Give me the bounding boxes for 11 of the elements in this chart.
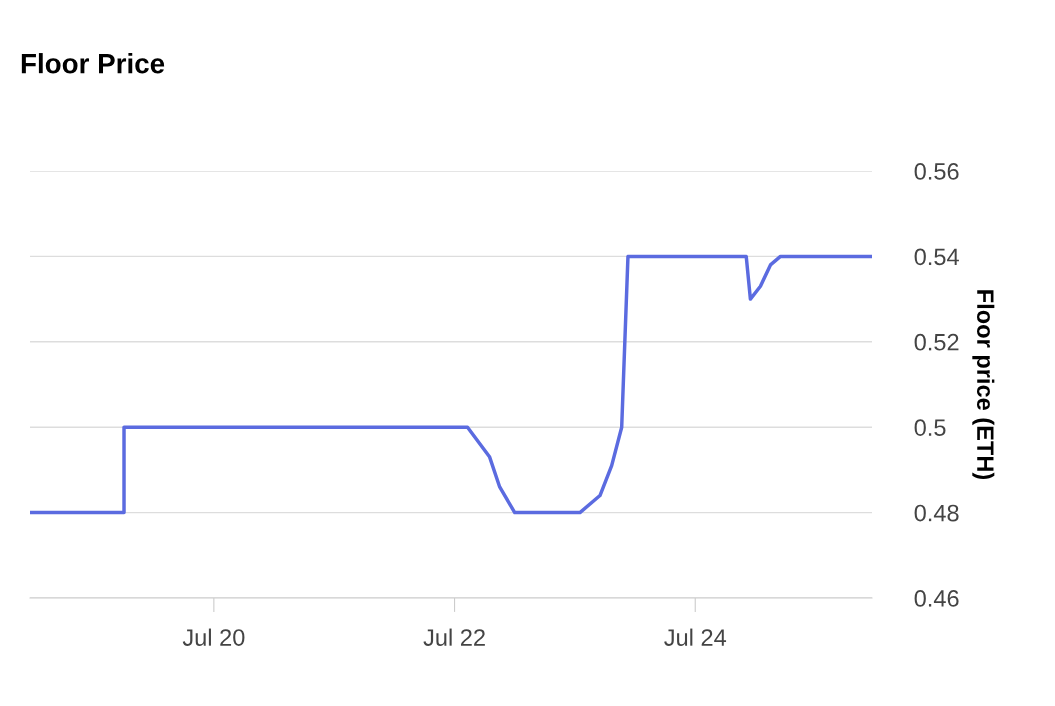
x-tick-label: Jul 22 [423,628,485,646]
x-tick-label: Jul 20 [182,628,245,646]
x-tick-label: Jul 24 [664,628,727,646]
chart-title: Floor Price [21,53,165,74]
y-tick-label: 0.5 [914,419,946,436]
y-tick-label: 0.48 [914,504,959,522]
y-tick-label: 0.46 [914,590,959,607]
y-tick-label: 0.56 [914,163,959,180]
y-tick-label: 0.52 [914,333,959,351]
y-axis-title: Floor price (ETH) [972,290,995,480]
y-tick-label: 0.54 [914,248,959,266]
